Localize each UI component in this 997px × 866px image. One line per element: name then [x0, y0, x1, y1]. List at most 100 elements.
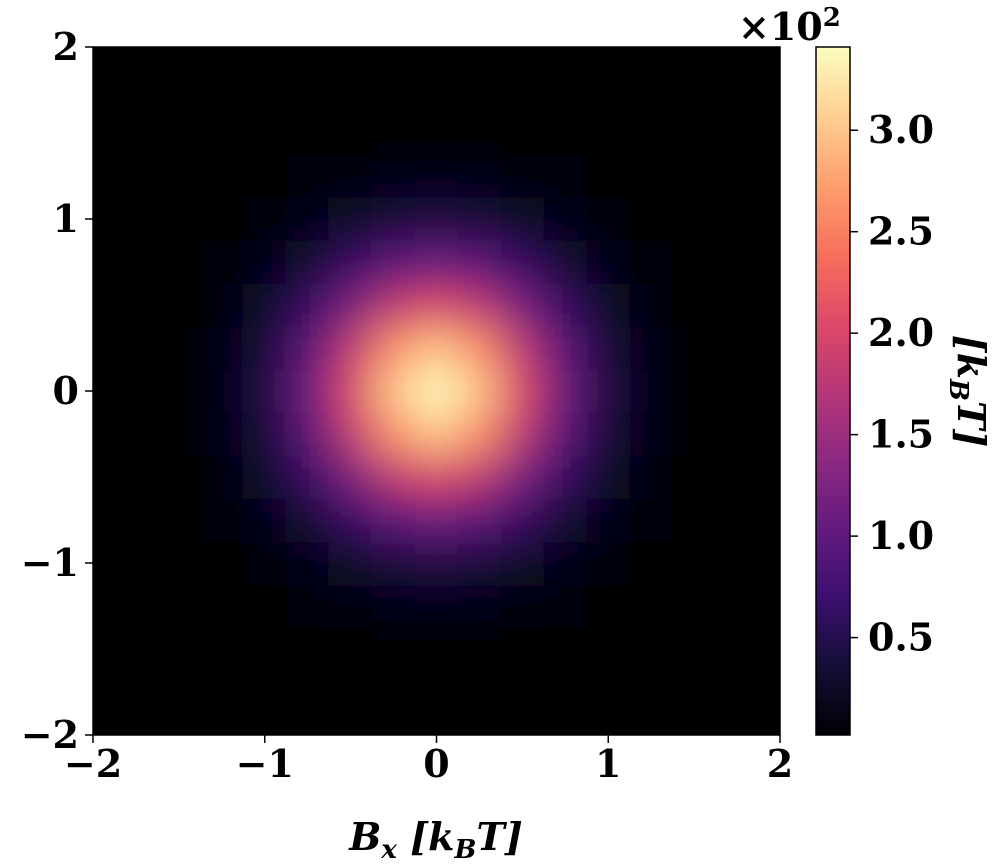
heat-cell [543, 584, 588, 628]
heat-cell [457, 455, 502, 499]
heat-cell [242, 111, 287, 155]
heat-cell [672, 713, 717, 735]
heat-cell [500, 197, 545, 241]
heat-cell [242, 455, 287, 499]
heat-cell [156, 68, 201, 112]
heat-cell [586, 154, 631, 198]
heat-cell [500, 240, 545, 284]
heat-cell [543, 627, 588, 671]
heat-cell [457, 47, 502, 69]
heat-cell [371, 47, 416, 69]
heat-cell [199, 68, 244, 112]
heat-cell [414, 498, 459, 542]
heat-cell [371, 670, 416, 714]
heat-cell [543, 283, 588, 327]
heat-cell [414, 584, 459, 628]
heat-cell [457, 326, 502, 370]
heat-cell [199, 240, 244, 284]
heat-cell [113, 498, 158, 542]
heat-cell [371, 68, 416, 112]
x-tick-label: −1 [236, 741, 294, 786]
heat-cell [586, 68, 631, 112]
heat-cell [758, 584, 780, 628]
heat-cell [586, 197, 631, 241]
heat-cell [629, 670, 674, 714]
heat-cell [328, 713, 373, 735]
heat-cell [543, 455, 588, 499]
heat-cell [371, 111, 416, 155]
heat-cell [113, 326, 158, 370]
heat-cell [758, 154, 780, 198]
heat-cell [672, 670, 717, 714]
heat-cell [414, 670, 459, 714]
heat-cell [457, 713, 502, 735]
heat-cell [93, 240, 115, 284]
heat-cell [371, 240, 416, 284]
heat-cell [199, 369, 244, 413]
heat-cell [285, 627, 330, 671]
heat-cell [629, 455, 674, 499]
heat-cell [457, 197, 502, 241]
heat-cell [93, 369, 115, 413]
heat-cell [285, 111, 330, 155]
heat-cell [113, 283, 158, 327]
heat-cell [371, 412, 416, 456]
heat-cell [371, 154, 416, 198]
heat-cell [629, 326, 674, 370]
heat-cell [629, 111, 674, 155]
heat-cell [672, 47, 717, 69]
heat-cell [328, 627, 373, 671]
heat-cell [586, 498, 631, 542]
heat-cell [543, 240, 588, 284]
heat-cell [113, 412, 158, 456]
heat-cell [93, 154, 115, 198]
heat-cell [758, 283, 780, 327]
heat-cell [156, 670, 201, 714]
xl-part: T] [476, 814, 522, 859]
heat-cell [414, 541, 459, 585]
heat-cell [629, 197, 674, 241]
heat-cell [285, 47, 330, 69]
heat-cell [586, 283, 631, 327]
heat-cell [93, 627, 115, 671]
heat-cell [543, 68, 588, 112]
heat-cell [672, 197, 717, 241]
heat-cell [457, 154, 502, 198]
heat-cell [242, 541, 287, 585]
heat-cell [500, 627, 545, 671]
heat-cell [242, 627, 287, 671]
heat-cell [586, 627, 631, 671]
y-tick-label: 1 [53, 196, 79, 241]
heat-cell [715, 412, 760, 456]
heat-cell [113, 68, 158, 112]
heat-cell [199, 498, 244, 542]
heat-cell [371, 713, 416, 735]
heat-cell [715, 627, 760, 671]
heat-cell [758, 498, 780, 542]
heat-cell [672, 240, 717, 284]
heat-cell [629, 283, 674, 327]
heat-cell [285, 240, 330, 284]
heat-cell [758, 455, 780, 499]
heat-cell [328, 455, 373, 499]
heat-cell [457, 498, 502, 542]
heat-cell [500, 326, 545, 370]
heat-cell [758, 369, 780, 413]
heat-cell [629, 47, 674, 69]
heat-cell [672, 584, 717, 628]
heat-cell [586, 369, 631, 413]
heat-cell [758, 713, 780, 735]
heat-cell [629, 541, 674, 585]
heat-cell [715, 369, 760, 413]
heat-cell [672, 111, 717, 155]
heat-cell [715, 197, 760, 241]
heat-cell [629, 240, 674, 284]
heat-cell [371, 498, 416, 542]
heat-cell [543, 47, 588, 69]
heat-cell [414, 412, 459, 456]
heat-cell [414, 68, 459, 112]
heat-cell [672, 498, 717, 542]
heat-cell [629, 412, 674, 456]
heat-cell [371, 197, 416, 241]
heat-cell [199, 584, 244, 628]
